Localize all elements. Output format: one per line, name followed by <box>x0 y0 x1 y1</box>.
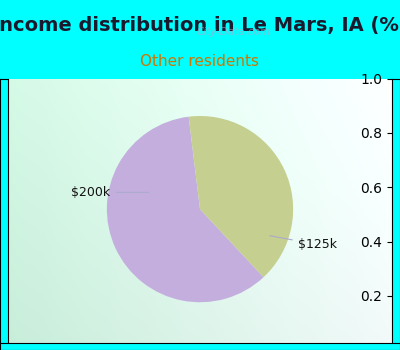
Text: $200k: $200k <box>72 186 149 199</box>
Text: City-Data.com: City-Data.com <box>196 27 270 37</box>
Wedge shape <box>189 116 293 277</box>
Text: Other residents: Other residents <box>140 54 260 69</box>
Text: $125k: $125k <box>270 236 337 251</box>
Wedge shape <box>107 117 264 302</box>
Text: Income distribution in Le Mars, IA (%): Income distribution in Le Mars, IA (%) <box>0 16 400 35</box>
